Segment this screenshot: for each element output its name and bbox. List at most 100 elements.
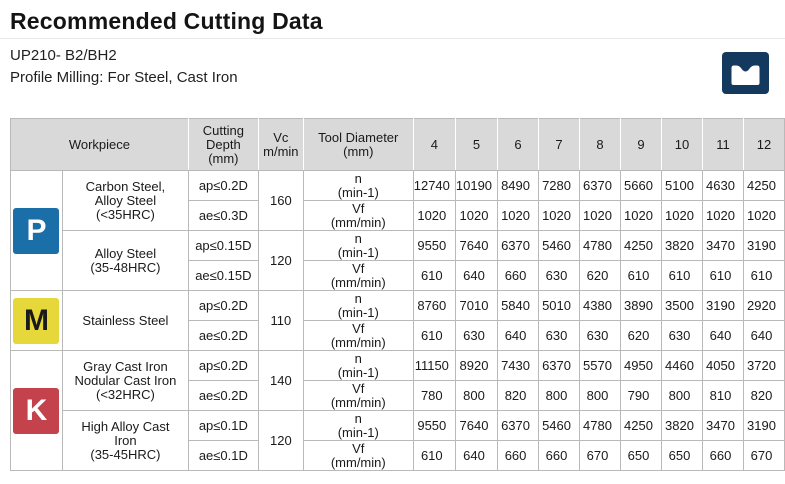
parameter-label-line: (min-1)	[337, 184, 379, 200]
table-row: Alloy Steel (35-48HRC) ap≤0.15D 120 n (min-1)…	[11, 230, 785, 291]
workpiece-name-line: Alloy Steel	[94, 245, 157, 261]
data-value: 630	[538, 320, 581, 351]
data-value: 800	[660, 380, 703, 411]
data-value: 5460	[538, 230, 581, 261]
vc-value: 110	[257, 290, 304, 351]
product-code: UP210- B2/BH2	[10, 47, 117, 64]
workpiece-name-line: Stainless Steel	[82, 312, 169, 328]
data-value: 1020	[620, 200, 662, 231]
cutting-depth-value: ap≤0.1D	[187, 410, 259, 441]
data-value: 8920	[454, 350, 499, 381]
table-body: P Carbon Steel, Alloy Steel (<35HRC) ap≤0.2D…	[10, 170, 785, 471]
header-diameter-7: 7	[538, 118, 581, 171]
data-value: 12740	[412, 170, 456, 201]
cutting-depth-value: ae≤0.2D	[187, 320, 259, 351]
page-title: Recommended Cutting Data	[10, 8, 323, 34]
table-row: P Carbon Steel, Alloy Steel (<35HRC) ap≤0.2D…	[10, 170, 785, 291]
data-value: 9550	[412, 230, 456, 261]
parameter-label-line: Vf	[352, 440, 365, 456]
data-value: 810	[701, 380, 744, 411]
header-vc: Vc m/min	[257, 118, 304, 171]
data-value: 3820	[660, 410, 703, 441]
data-value: 660	[497, 260, 540, 291]
data-value: 3820	[660, 230, 703, 261]
header-workpiece: Workpiece	[10, 118, 189, 171]
header-row: Workpiece Cutting Depth (mm) Vc m/min To…	[10, 118, 785, 171]
application-line: Profile Milling: For Steel, Cast Iron	[10, 69, 238, 86]
header-diameter-5: 5	[454, 118, 499, 171]
data-value: 640	[454, 440, 499, 471]
workpiece-name: Stainless Steel	[61, 290, 189, 351]
workpiece-name-line: (<35HRC)	[95, 206, 155, 222]
data-value: 4630	[701, 170, 744, 201]
data-value: 5010	[538, 290, 581, 321]
cutting-depth-value: ap≤0.2D	[187, 350, 259, 381]
parameter-label-line: (mm/min)	[330, 334, 386, 350]
data-value: 640	[454, 260, 499, 291]
data-value: 640	[701, 320, 744, 351]
data-value: 6370	[538, 350, 581, 381]
data-value: 5460	[538, 410, 581, 441]
cutting-depth-value: ap≤0.15D	[187, 230, 259, 261]
parameter-label-line: Vf	[352, 320, 365, 336]
header-diameter-10: 10	[660, 118, 703, 171]
data-value: 630	[454, 320, 499, 351]
data-value: 5570	[579, 350, 621, 381]
table-row: ae≤0.3D Vf (mm/min) 1020 1020 1020 1020 1020 102…	[11, 200, 785, 231]
data-value: 610	[620, 260, 662, 291]
parameter-label-line: Vf	[352, 380, 365, 396]
data-value: 3470	[701, 410, 744, 441]
parameter-label: n (min-1)	[302, 350, 414, 381]
header-diameter-11: 11	[701, 118, 744, 171]
data-value: 790	[620, 380, 662, 411]
data-value: 630	[660, 320, 703, 351]
data-value: 4460	[660, 350, 703, 381]
workpiece-name-line: Gray Cast Iron	[83, 358, 168, 374]
parameter-label-line: Vf	[352, 260, 365, 276]
data-value: 10190	[454, 170, 499, 201]
data-value: 1020	[538, 200, 581, 231]
data-value: 670	[579, 440, 621, 471]
parameter-label-line: (min-1)	[337, 364, 379, 380]
data-value: 7640	[454, 230, 499, 261]
data-value: 620	[620, 320, 662, 351]
data-value: 620	[579, 260, 621, 291]
workpiece-name: Gray Cast Iron Nodular Cast Iron (<32HRC)	[61, 350, 189, 411]
parameter-label-line: (mm/min)	[330, 394, 386, 410]
data-value: 6370	[497, 410, 540, 441]
data-value: 4250	[620, 230, 662, 261]
data-value: 1020	[454, 200, 499, 231]
data-value: 1020	[660, 200, 703, 231]
data-value: 4050	[701, 350, 744, 381]
data-value: 4250	[742, 170, 785, 201]
data-value: 610	[412, 320, 456, 351]
cutting-depth-value: ae≤0.2D	[187, 380, 259, 411]
workpiece-name-line: Nodular Cast Iron	[74, 372, 177, 388]
data-value: 3500	[660, 290, 703, 321]
data-value: 11150	[412, 350, 456, 381]
material-class-badge-K: K	[13, 387, 60, 434]
table-header: Workpiece Cutting Depth (mm) Vc m/min To…	[10, 118, 785, 171]
workpiece-name-line: High Alloy Cast	[81, 418, 170, 434]
data-value: 1020	[701, 200, 744, 231]
data-value: 2920	[742, 290, 785, 321]
table-row: M Stainless Steel ap≤0.2D 110 n (min-1) 8760 70…	[10, 290, 785, 351]
parameter-label: Vf (mm/min)	[302, 200, 414, 231]
vc-value: 160	[257, 170, 304, 231]
data-value: 3190	[742, 230, 785, 261]
header-vc-line: Vc	[273, 129, 289, 145]
data-value: 610	[412, 260, 456, 291]
header-diameter-12: 12	[742, 118, 785, 171]
data-value: 8490	[497, 170, 540, 201]
header-cutting-depth-line: Cutting	[202, 122, 244, 138]
data-value: 650	[660, 440, 703, 471]
parameter-label-line: n	[354, 230, 362, 246]
vc-value: 140	[257, 350, 304, 411]
parameter-label-line: n	[354, 290, 362, 306]
data-value: 4780	[579, 410, 621, 441]
data-value: 3890	[620, 290, 662, 321]
material-class-badge-P: P	[13, 207, 60, 254]
workpiece-name: Alloy Steel (35-48HRC)	[61, 230, 189, 291]
table-row: High Alloy Cast Iron (35-45HRC) ap≤0.1D 120 n…	[11, 410, 785, 471]
